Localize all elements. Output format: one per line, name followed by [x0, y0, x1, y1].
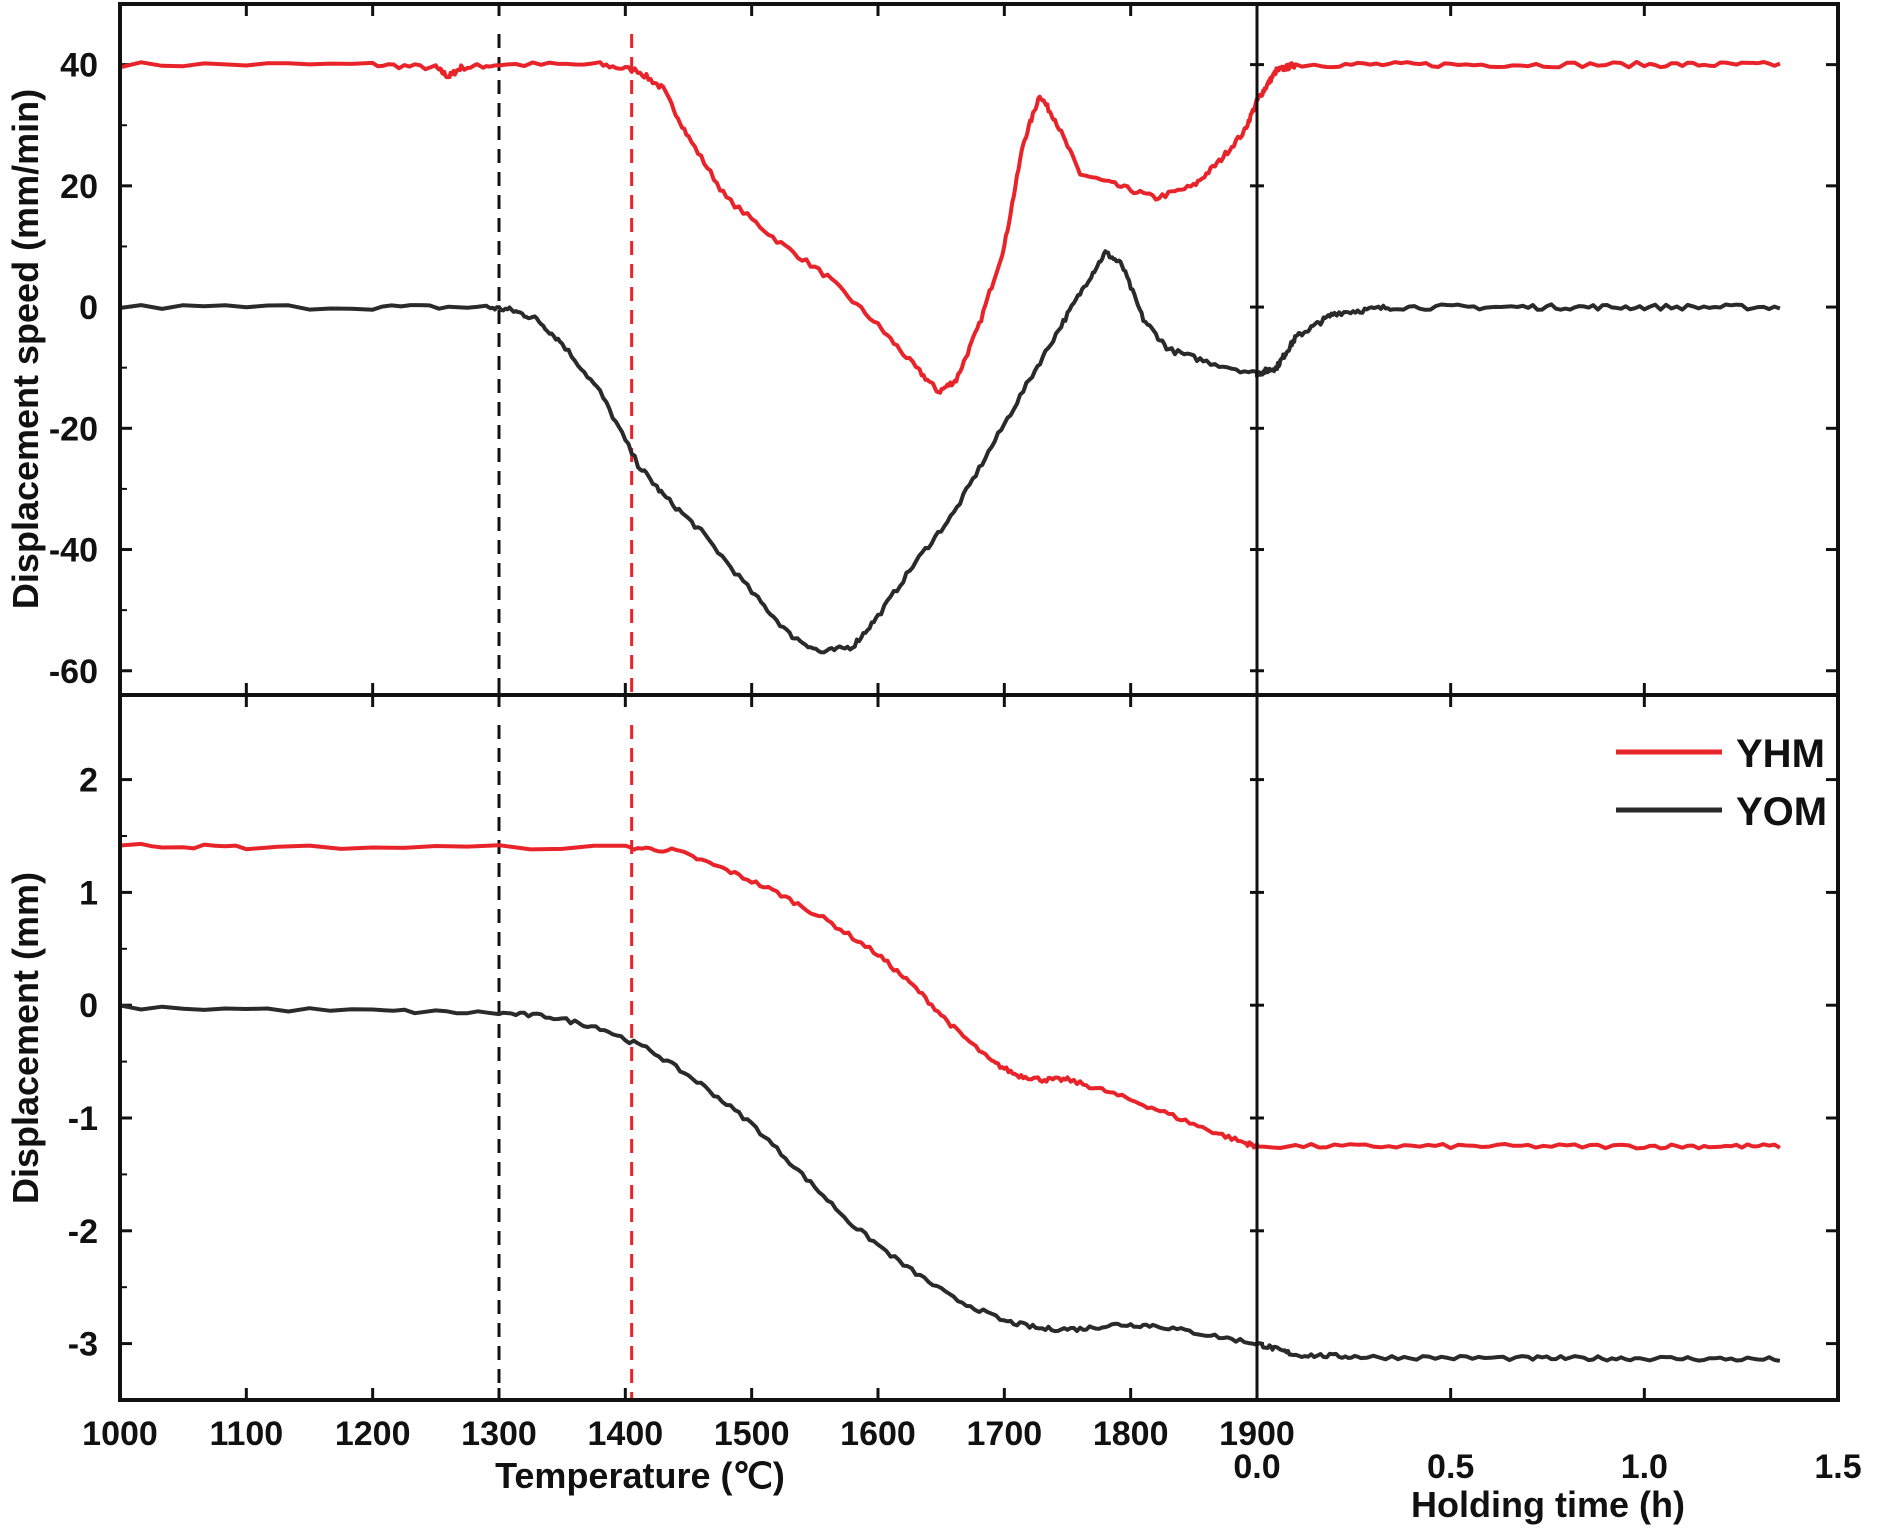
x-tick-label-temperature: 1600	[840, 1415, 916, 1453]
y-tick-label-bottom: -3	[68, 1326, 98, 1364]
y-tick-label-top: 40	[60, 47, 98, 85]
x-tick-label-temperature: 1000	[82, 1415, 158, 1453]
y-tick-label-top: -60	[49, 653, 98, 691]
y-tick-label-top: 0	[79, 289, 98, 327]
x-tick-label-temperature: 1800	[1093, 1415, 1169, 1453]
x-tick-label-holding-time: 0.5	[1427, 1448, 1474, 1486]
x-tick-label-temperature: 1700	[967, 1415, 1043, 1453]
plot-frame	[118, 2, 1840, 1402]
y-tick-label-bottom: -2	[68, 1213, 98, 1251]
series-line-yhm-bottom	[119, 841, 1781, 1151]
y-tick-label-bottom: 2	[79, 762, 98, 800]
y-axis-title-bottom: Displacement (mm)	[5, 872, 46, 1204]
y-tick-label-bottom: -1	[68, 1100, 98, 1138]
x-tick-label-temperature: 1900	[1219, 1415, 1295, 1453]
y-tick-label-top: -20	[49, 410, 98, 448]
series-line-yom-top	[119, 249, 1781, 655]
legend: YHM YOM	[1616, 732, 1827, 834]
x-tick-label-temperature: 1200	[335, 1415, 411, 1453]
x-tick-label-holding-time: 1.0	[1621, 1448, 1668, 1486]
y-axis-title-top: Displacement speed (mm/min)	[5, 89, 46, 609]
x-axis-title-holding-time: Holding time (h)	[1411, 1484, 1685, 1525]
x-tick-label-temperature: 1400	[588, 1415, 664, 1453]
series-line-yom-bottom	[119, 1003, 1781, 1363]
x-tick-label-temperature: 1500	[714, 1415, 790, 1453]
plot-border	[118, 2, 1840, 1402]
plot-area: 40 20 0 -20 -40 -60 2 1 0 -1 -2 -3 1000 1100 1200 1300 1…	[49, 4, 1862, 1486]
x-tick-label-temperature: 1100	[209, 1415, 283, 1453]
y-tick-label-top: 20	[60, 168, 98, 206]
y-tick-label-top: -40	[49, 532, 98, 570]
legend-label-yom: YOM	[1736, 790, 1827, 834]
series-line-yhm-top	[119, 59, 1781, 395]
x-axis-title-temperature: Temperature (℃)	[495, 1455, 785, 1496]
axis-labels: Displacement speed (mm/min) Displacement…	[5, 89, 1685, 1525]
x-tick-label-holding-time: 0.0	[1233, 1448, 1280, 1486]
x-tick-label-holding-time: 1.5	[1814, 1448, 1861, 1486]
y-tick-label-bottom: 0	[79, 987, 98, 1025]
y-tick-label-bottom: 1	[79, 874, 98, 912]
legend-label-yhm: YHM	[1736, 732, 1825, 776]
x-tick-label-temperature: 1300	[461, 1415, 537, 1453]
